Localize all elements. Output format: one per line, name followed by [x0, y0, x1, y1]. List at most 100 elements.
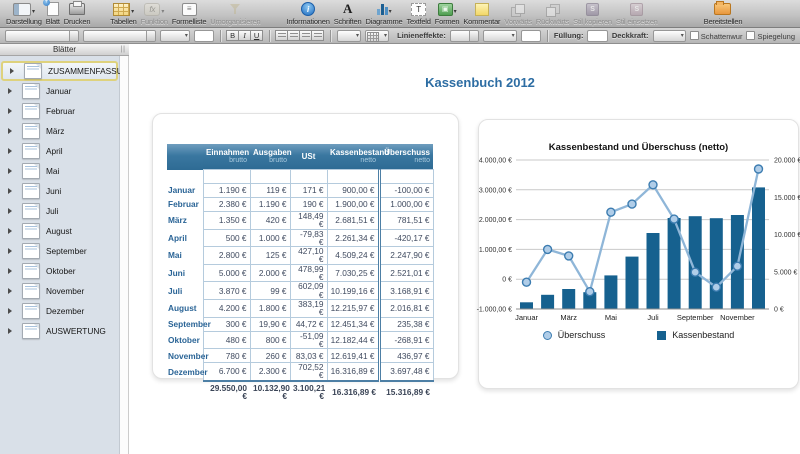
table-cell[interactable]: 119 € [249, 183, 291, 198]
line-color-well[interactable] [520, 29, 541, 42]
opacity-combo[interactable] [652, 29, 686, 42]
line-style-select[interactable] [483, 29, 517, 42]
table-cell[interactable]: 383,19 € [289, 298, 328, 318]
table-cell[interactable]: 1.190 € [202, 183, 251, 198]
table-cell[interactable]: 3.168,91 € [377, 281, 434, 300]
toolbar-informationen-button[interactable]: i Informationen [284, 0, 331, 27]
table-cell[interactable]: 702,52 € [289, 362, 328, 382]
table-cell[interactable]: -51,09 € [289, 330, 328, 350]
font-size-combo[interactable] [160, 29, 190, 42]
table-cell[interactable]: 16.316,89 € [327, 379, 379, 401]
toolbar-darstellung-button[interactable]: ▾ Darstellung [4, 0, 44, 27]
sidebar-item-mai[interactable]: Mai [1, 161, 118, 181]
table-cell[interactable]: 190 € [289, 197, 328, 212]
table-cell[interactable]: -420,17 € [377, 228, 434, 248]
table-cell[interactable]: 15.316,89 € [379, 379, 433, 401]
toolbar-drucken-button[interactable]: Drucken [62, 0, 93, 27]
disclosure-triangle-icon[interactable] [8, 168, 12, 174]
table-cell[interactable]: 427,10 € [289, 246, 328, 265]
disclosure-triangle-icon[interactable] [8, 288, 12, 294]
row-label[interactable]: Juni [168, 267, 186, 278]
legend-item-uberschuss[interactable]: Überschuss [542, 330, 605, 340]
sidebar-item-juni[interactable]: Juni [1, 181, 118, 201]
table-cell[interactable]: 99 € [249, 281, 291, 300]
row-label[interactable]: Juli [168, 285, 183, 296]
table-cell[interactable]: 148,49 € [289, 211, 328, 230]
table-cell[interactable]: 10.132,90 € [250, 379, 290, 401]
row-label[interactable] [167, 170, 203, 184]
character-style-select[interactable] [82, 29, 157, 42]
table-cell[interactable]: 12.619,41 € [326, 348, 380, 364]
table-cell[interactable]: 171 € [289, 183, 328, 198]
table-cell[interactable]: 7.030,25 € [326, 263, 380, 283]
table-cell[interactable]: 436,97 € [377, 348, 434, 364]
paragraph-style-select[interactable] [5, 29, 79, 42]
table-cell[interactable]: 1.190 € [249, 197, 291, 212]
sidebar-item-februar[interactable]: Februar [1, 101, 118, 121]
sidebar-item-september[interactable]: September [1, 241, 118, 261]
table-cell[interactable] [289, 169, 328, 184]
table-cell[interactable] [249, 169, 291, 184]
toolbar-diagramme-button[interactable]: ▾ Diagramme [364, 0, 405, 27]
row-label[interactable]: Januar [168, 185, 196, 196]
row-label[interactable]: März [168, 215, 187, 226]
row-label[interactable]: August [168, 303, 197, 314]
table-cell[interactable]: 10.199,16 € [326, 281, 380, 300]
row-label[interactable]: Februar [168, 199, 199, 210]
table-cell[interactable]: 4.509,24 € [326, 246, 380, 265]
disclosure-triangle-icon[interactable] [8, 328, 12, 334]
sidebar-item-april[interactable]: April [1, 141, 118, 161]
shadow-checkbox-box[interactable] [689, 30, 699, 40]
sidebar-item-juli[interactable]: Juli [1, 201, 118, 221]
column-header-ausgaben[interactable]: Ausgaben brutto [250, 144, 292, 170]
cell-borders-control[interactable] [365, 29, 390, 42]
reflection-checkbox[interactable]: Spiegelung [746, 30, 795, 41]
disclosure-triangle-icon[interactable] [8, 308, 12, 314]
chart-object[interactable]: Kassenbestand und Überschuss (netto) 4.0… [477, 119, 800, 389]
column-header-kassenbestand[interactable]: Kassenbestand netto [327, 144, 389, 170]
table-cell[interactable]: 260 € [249, 348, 291, 364]
table-cell[interactable]: 1.800 € [249, 298, 291, 318]
table-cell[interactable]: 2.261,34 € [326, 228, 380, 248]
table-cell[interactable]: 420 € [249, 211, 291, 230]
sidebar-item-oktober[interactable]: Oktober [1, 261, 118, 281]
row-label[interactable]: April [168, 232, 187, 243]
table-cell[interactable]: 235,38 € [377, 316, 434, 332]
table-cell[interactable]: 2.521,01 € [377, 263, 434, 283]
table-cell[interactable]: 781,51 € [377, 211, 434, 230]
sidebar-item-marz[interactable]: März [1, 121, 118, 141]
table-cell[interactable]: 12.215,97 € [326, 298, 380, 318]
toolbar-schriften-button[interactable]: A Schriften [332, 0, 364, 27]
row-label[interactable]: Oktober [168, 334, 200, 345]
table-cell[interactable]: -268,91 € [377, 330, 434, 350]
table-cell[interactable]: 5.000 € [202, 263, 251, 283]
shadow-checkbox[interactable]: Schattenwur [689, 30, 742, 41]
table-cell[interactable]: -100,00 € [377, 183, 434, 198]
toolbar-formelliste-button[interactable]: ≡ Formelliste [170, 0, 208, 27]
legend-item-kassenbestand[interactable]: Kassenbestand [657, 330, 734, 340]
table-cell[interactable]: 83,03 € [289, 348, 328, 364]
disclosure-triangle-icon[interactable] [8, 148, 12, 154]
table-cell[interactable] [377, 169, 434, 184]
table-cell[interactable]: 4.200 € [202, 298, 251, 318]
sidebar-item-januar[interactable]: Januar [1, 81, 118, 101]
underline-button[interactable]: U [250, 30, 264, 41]
sidebar-splitter[interactable] [120, 56, 129, 454]
align-justify-button[interactable] [311, 30, 325, 41]
table-cell[interactable]: 2.247,90 € [377, 246, 434, 265]
column-header-einnahmen[interactable]: Einnahmen brutto [203, 144, 250, 170]
sidebar-item-august[interactable]: August [1, 221, 118, 241]
disclosure-triangle-icon[interactable] [8, 108, 12, 114]
row-label[interactable]: Dezember [168, 366, 208, 377]
table-cell[interactable]: 2.681,51 € [326, 211, 380, 230]
document-title[interactable]: Kassenbuch 2012 [425, 75, 535, 90]
toolbar-kommentar-button[interactable]: Kommentar [461, 0, 502, 27]
disclosure-triangle-icon[interactable] [10, 68, 14, 74]
row-label[interactable]: Mai [168, 250, 182, 261]
table-cell[interactable]: 125 € [249, 246, 291, 265]
table-cell[interactable]: 44,72 € [289, 316, 328, 332]
row-label[interactable]: September [168, 318, 211, 329]
toolbar-bereitstellen-button[interactable]: Bereitstellen [702, 0, 745, 27]
table-cell[interactable]: 800 € [249, 330, 291, 350]
toolbar-textfeld-button[interactable]: T Textfeld [404, 0, 432, 27]
